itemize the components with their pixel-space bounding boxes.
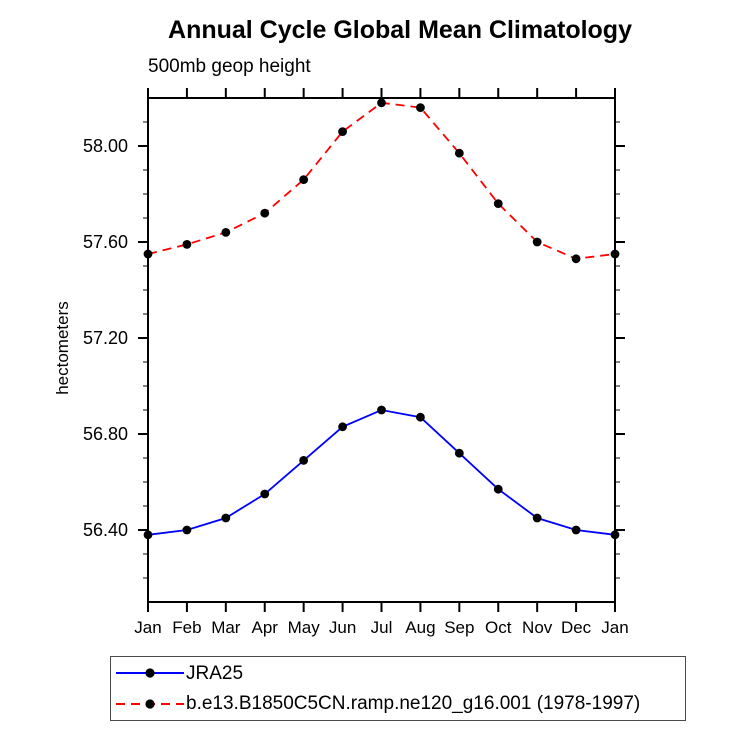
x-tick-label: Jul — [371, 618, 393, 637]
series-line-jra25 — [147, 409, 616, 536]
x-tick-label: Jan — [134, 618, 161, 637]
data-point-marker — [377, 405, 386, 415]
x-tick-label: Sep — [444, 618, 474, 637]
data-point-marker — [143, 249, 153, 259]
data-point-marker — [610, 249, 620, 259]
x-tick-label: Aug — [405, 618, 435, 637]
data-point-marker — [143, 530, 153, 540]
y-tick-label: 57.20 — [83, 328, 128, 348]
plot-frame — [147, 97, 616, 603]
data-point-marker — [377, 98, 386, 108]
data-point-marker — [416, 412, 425, 422]
legend-marker-jra25 — [145, 668, 155, 678]
legend-label-jra25: JRA25 — [186, 662, 244, 684]
x-tick-label: Nov — [522, 618, 553, 637]
data-point-marker — [493, 199, 503, 209]
data-point-marker — [299, 456, 309, 465]
legend-entry-model: b.e13.B1850C5CN.ramp.ne120_g16.001 (1978… — [114, 690, 685, 718]
data-point-marker — [571, 525, 581, 535]
y-axis-title: hectometers — [53, 301, 72, 395]
x-tick-label: Jun — [329, 618, 356, 637]
data-point-marker — [416, 103, 425, 112]
data-point-marker — [338, 127, 347, 136]
data-point-marker — [571, 254, 581, 264]
data-point-marker — [610, 530, 620, 540]
data-point-marker — [338, 422, 347, 432]
data-point-marker — [221, 228, 231, 237]
y-tick-label: 56.80 — [83, 424, 128, 444]
x-tick-label: Dec — [561, 618, 592, 637]
x-tick-label: Jan — [601, 618, 628, 637]
y-tick-label: 58.00 — [83, 136, 128, 156]
legend-entry-jra25: JRA25 — [114, 659, 685, 687]
data-point-marker — [260, 208, 270, 218]
data-point-marker — [182, 240, 192, 249]
legend-sample-model — [116, 699, 184, 709]
data-point-marker — [260, 489, 270, 499]
x-tick-label: Apr — [252, 618, 279, 637]
chart-subtitle: 500mb geop height — [148, 56, 311, 77]
data-point-marker — [221, 513, 231, 523]
data-point-marker — [182, 525, 192, 535]
data-point-marker — [454, 448, 464, 458]
y-tick-label: 57.60 — [83, 232, 128, 252]
y-tick-label: 56.40 — [83, 520, 128, 540]
legend-box: JRA25 b.e13.B1850C5CN.ramp.ne120_g16.001… — [110, 656, 686, 721]
data-point-marker — [532, 237, 542, 247]
legend-sample-jra25 — [116, 668, 184, 678]
x-tick-label: Oct — [485, 618, 512, 637]
data-point-marker — [532, 513, 542, 523]
legend-marker-model — [145, 699, 155, 709]
series-line-model — [147, 101, 616, 260]
x-tick-label: Feb — [172, 618, 201, 637]
chart-title: Annual Cycle Global Mean Climatology — [168, 16, 632, 44]
data-point-marker — [299, 175, 309, 185]
x-tick-label: Mar — [211, 618, 241, 637]
data-point-marker — [454, 148, 464, 158]
legend-label-model: b.e13.B1850C5CN.ramp.ne120_g16.001 (1978… — [186, 693, 641, 715]
data-point-marker — [493, 484, 503, 494]
x-tick-label: May — [288, 618, 321, 637]
